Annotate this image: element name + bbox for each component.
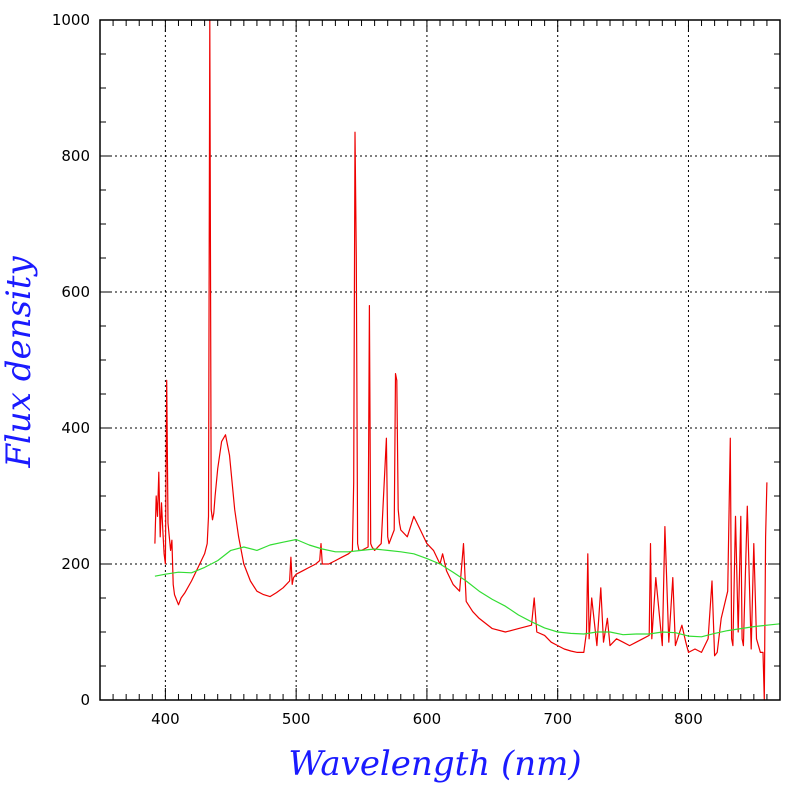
x-tick-label: 400 (151, 710, 180, 728)
y-tick-label: 600 (61, 283, 90, 301)
series-line-smooth (154, 538, 781, 638)
grid (100, 20, 780, 700)
series-line-observed (154, 19, 768, 701)
series-group (154, 19, 781, 701)
y-tick-label: 400 (61, 419, 90, 437)
y-tick-label: 1000 (52, 11, 90, 29)
x-tick-label: 600 (413, 710, 442, 728)
y-tick-label: 0 (80, 691, 90, 709)
tick-labels: 400 500 600 700 800 0 200 400 600 800 1000 (52, 11, 703, 728)
ticks (99, 19, 781, 701)
x-axis-title: Wavelength (nm) (288, 744, 581, 784)
x-tick-label: 800 (674, 710, 703, 728)
y-tick-label: 800 (61, 147, 90, 165)
x-tick-label: 700 (543, 710, 572, 728)
y-axis-title: Flux density (0, 256, 39, 469)
x-tick-label: 500 (282, 710, 311, 728)
y-tick-label: 200 (61, 555, 90, 573)
